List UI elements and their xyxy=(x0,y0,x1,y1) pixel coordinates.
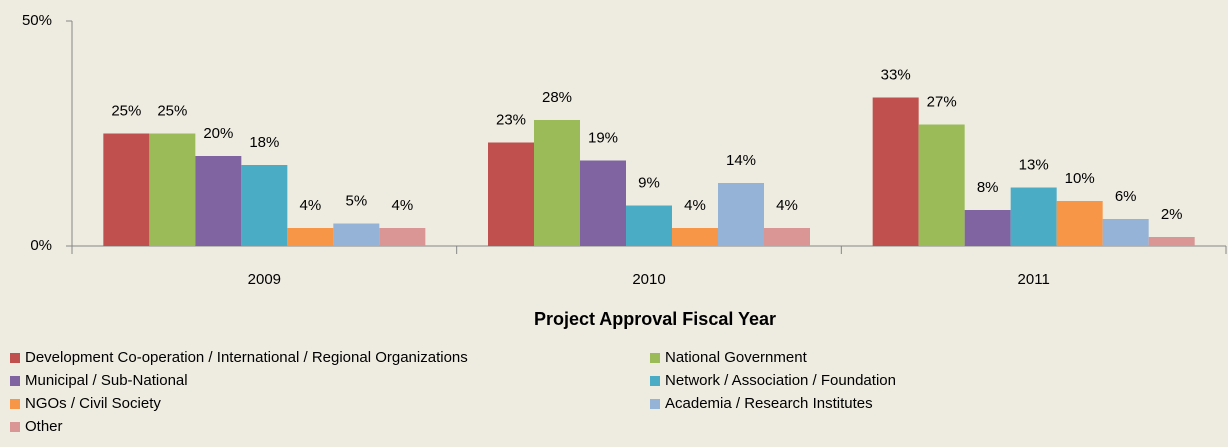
bar xyxy=(626,205,672,246)
bar xyxy=(488,142,534,246)
data-label: 6% xyxy=(1115,188,1137,205)
data-label: 27% xyxy=(927,93,957,110)
y-tick-label: 0% xyxy=(30,237,52,254)
legend-label: National Government xyxy=(665,349,808,366)
data-label: 9% xyxy=(638,174,660,191)
data-label: 8% xyxy=(977,179,999,196)
bar xyxy=(103,133,150,246)
bar xyxy=(718,183,764,246)
bar xyxy=(1056,201,1103,246)
legend-label: Municipal / Sub-National xyxy=(25,372,188,389)
data-label: 10% xyxy=(1065,170,1095,187)
bar xyxy=(149,133,196,246)
bar xyxy=(241,165,288,246)
legend-label: Other xyxy=(25,418,63,435)
legend-swatch xyxy=(650,399,660,409)
data-label: 2% xyxy=(1161,206,1183,223)
data-label: 13% xyxy=(1019,156,1049,173)
data-label: 20% xyxy=(203,125,233,142)
data-label: 18% xyxy=(249,134,279,151)
bar xyxy=(764,228,810,246)
bar xyxy=(195,156,242,246)
bar xyxy=(872,97,919,246)
legend-swatch xyxy=(10,353,20,363)
bar xyxy=(287,228,334,246)
bar xyxy=(1148,237,1195,246)
bar xyxy=(534,120,580,246)
data-label: 19% xyxy=(588,129,618,146)
legend-swatch xyxy=(10,422,20,432)
x-axis-title: Project Approval Fiscal Year xyxy=(534,309,776,329)
data-label: 25% xyxy=(111,102,141,119)
data-label: 23% xyxy=(496,111,526,128)
legend-label: Academia / Research Institutes xyxy=(665,395,873,412)
legend-label: Network / Association / Foundation xyxy=(665,372,896,389)
data-label: 4% xyxy=(776,197,798,214)
bar xyxy=(964,210,1011,246)
legend-label: Development Co-operation / International… xyxy=(25,349,468,366)
data-label: 25% xyxy=(157,102,187,119)
data-label: 4% xyxy=(391,197,413,214)
legend-swatch xyxy=(650,353,660,363)
data-label: 28% xyxy=(542,89,572,106)
data-label: 4% xyxy=(299,197,321,214)
data-label: 33% xyxy=(881,66,911,83)
legend-swatch xyxy=(650,376,660,386)
x-tick-label: 2009 xyxy=(248,271,281,288)
y-tick-label: 50% xyxy=(22,12,52,29)
bar xyxy=(379,228,426,246)
bar xyxy=(1102,219,1149,246)
legend-swatch xyxy=(10,399,20,409)
x-tick-label: 2010 xyxy=(632,271,665,288)
data-label: 4% xyxy=(684,197,706,214)
bar xyxy=(672,228,718,246)
bar xyxy=(580,160,626,246)
bar xyxy=(333,223,380,246)
bar xyxy=(1010,187,1057,246)
legend-label: NGOs / Civil Society xyxy=(25,395,161,412)
data-label: 5% xyxy=(345,192,367,209)
bar xyxy=(918,124,965,246)
x-tick-label: 2011 xyxy=(1018,271,1050,288)
data-label: 14% xyxy=(726,152,756,169)
legend-swatch xyxy=(10,376,20,386)
